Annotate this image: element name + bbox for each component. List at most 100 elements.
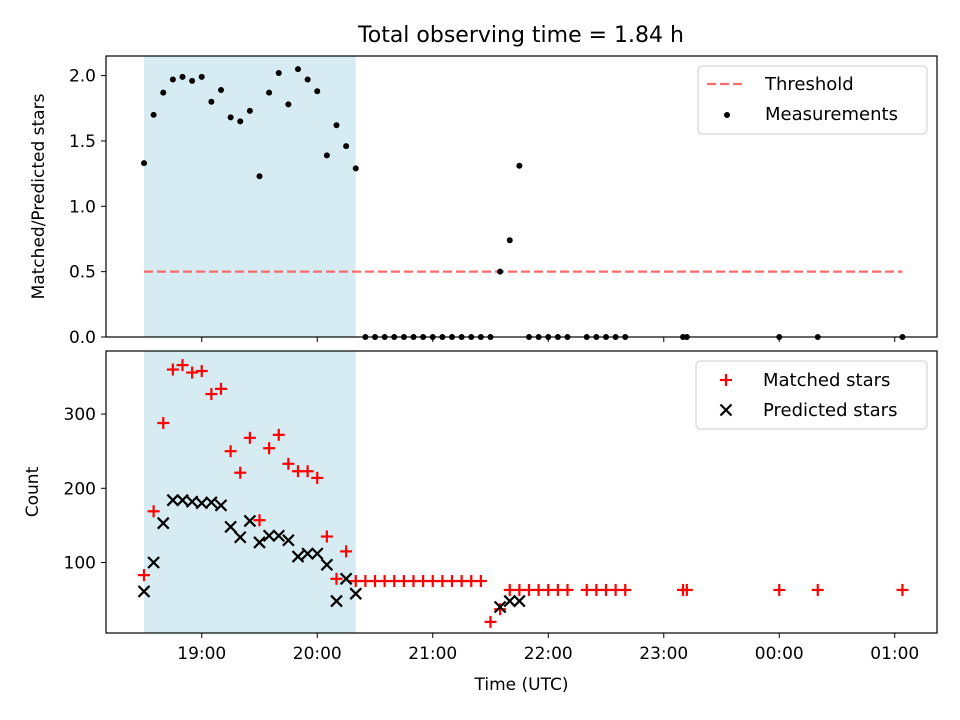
matched-star-point [195, 365, 208, 378]
top-ytick-label: 2.0 [69, 67, 96, 87]
matched-star-point [243, 431, 256, 444]
legend-measurements-swatch [724, 112, 730, 118]
predicted-star-point [262, 529, 276, 543]
measurement-point [179, 73, 186, 80]
matched-star-point [282, 457, 295, 470]
top-legend: Threshold Measurements [697, 65, 928, 135]
measurement-point [256, 173, 263, 180]
matched-star-point [215, 382, 227, 395]
top-ytick-label: 0.0 [69, 328, 96, 348]
measurement-point [343, 143, 350, 150]
top-shaded-span [144, 56, 356, 337]
matched-star-point [494, 603, 507, 616]
measurement-point [333, 122, 340, 129]
legend-predicted-label: Predicted stars [763, 400, 897, 421]
measurement-point [266, 89, 273, 96]
matched-star-point [311, 471, 324, 484]
predicted-star-point [301, 547, 314, 560]
predicted-star-point [493, 600, 507, 614]
matched-star-point [680, 583, 693, 596]
predicted-star-point [272, 529, 286, 543]
legend-measurements-label: Measurements [765, 104, 898, 125]
matched-star-point [263, 442, 276, 455]
top-ylabel: Matched/Predicted stars [29, 93, 49, 299]
bottom-xtick-label: 21:00 [408, 644, 457, 664]
legend-matched-label: Matched stars [763, 370, 890, 391]
bottom-xtick-label: 00:00 [755, 644, 804, 664]
matched-star-point [253, 514, 266, 527]
matched-star-point [166, 363, 179, 376]
top-plot: 0.0 0.5 1.0 1.5 2.0 Matched/Predicted stars Th… [29, 55, 938, 348]
matched-star-point [272, 428, 285, 441]
matched-star-point [474, 575, 487, 588]
matched-star-point [157, 416, 170, 429]
predicted-star-point [503, 594, 517, 608]
predicted-star-point [253, 536, 266, 549]
measurements-series [141, 66, 906, 340]
predicted-star-point [310, 547, 324, 560]
bottom-plot: 100 200 300 19:00 20:00 21:00 22:00 23:00 00:00 0… [23, 350, 938, 695]
measurement-point [208, 98, 215, 105]
measurement-point [295, 66, 301, 73]
bottom-legend-box [695, 360, 928, 430]
measurement-point [304, 76, 311, 83]
bottom-legend: Matched stars Predicted stars [695, 360, 928, 430]
bottom-ytick-label: 200 [64, 479, 96, 499]
predicted-star-point [233, 530, 247, 544]
measurement-point [218, 86, 224, 93]
measurement-point [141, 160, 147, 167]
predicted-star-point [320, 558, 334, 572]
predicted-star-point [224, 520, 237, 534]
measurement-point [506, 237, 513, 244]
matched-star-point [224, 445, 237, 458]
predicted-stars-series [137, 493, 526, 614]
predicted-star-point [339, 572, 353, 586]
measurement-point [198, 73, 205, 80]
top-ytick-label: 0.5 [69, 263, 96, 283]
bottom-xlabel: Time (UTC) [474, 675, 569, 695]
predicted-star-point [330, 594, 343, 608]
measurement-point [275, 69, 282, 76]
matched-star-point [176, 359, 189, 372]
predicted-star-point [513, 594, 526, 608]
measurement-point [323, 152, 330, 159]
matched-star-point [619, 583, 632, 596]
matched-star-point [138, 569, 150, 582]
bottom-ytick-label: 100 [64, 554, 96, 574]
measurement-point [189, 77, 196, 84]
matched-star-point [330, 572, 343, 585]
matched-star-point [205, 388, 218, 401]
measurement-point [150, 111, 157, 118]
predicted-star-point [147, 556, 160, 569]
bottom-xtick-label: 01:00 [870, 644, 919, 664]
matched-star-point [773, 583, 786, 596]
top-ytick-label: 1.5 [69, 132, 96, 152]
measurement-point [352, 165, 359, 172]
bottom-xtick-label: 22:00 [524, 644, 573, 664]
predicted-star-point [282, 533, 295, 547]
predicted-star-point [156, 516, 170, 530]
bottom-xtick-label: 20:00 [293, 644, 342, 664]
bottom-xtick-label: 23:00 [639, 644, 688, 664]
matched-star-point [811, 583, 824, 596]
figure-title: Total observing time = 1.84 h [357, 23, 684, 48]
bottom-ytick-label: 300 [64, 405, 96, 425]
predicted-star-point [243, 514, 257, 528]
top-ytick-label: 1.0 [69, 197, 96, 217]
matched-star-point [320, 530, 333, 543]
top-plot-frame [105, 55, 938, 338]
predicted-star-point [291, 550, 305, 563]
predicted-star-point [214, 499, 228, 512]
bottom-shaded-span [144, 351, 356, 633]
legend-matched-swatch [720, 374, 732, 386]
matched-star-point [896, 583, 909, 596]
measurement-point [160, 89, 167, 96]
predicted-star-point [137, 585, 151, 598]
predicted-star-point [176, 493, 189, 507]
predicted-star-point [349, 587, 363, 600]
measurement-point [285, 101, 292, 108]
matched-star-point [234, 466, 247, 479]
predicted-star-point [185, 495, 199, 508]
matched-stars-series [138, 359, 909, 628]
